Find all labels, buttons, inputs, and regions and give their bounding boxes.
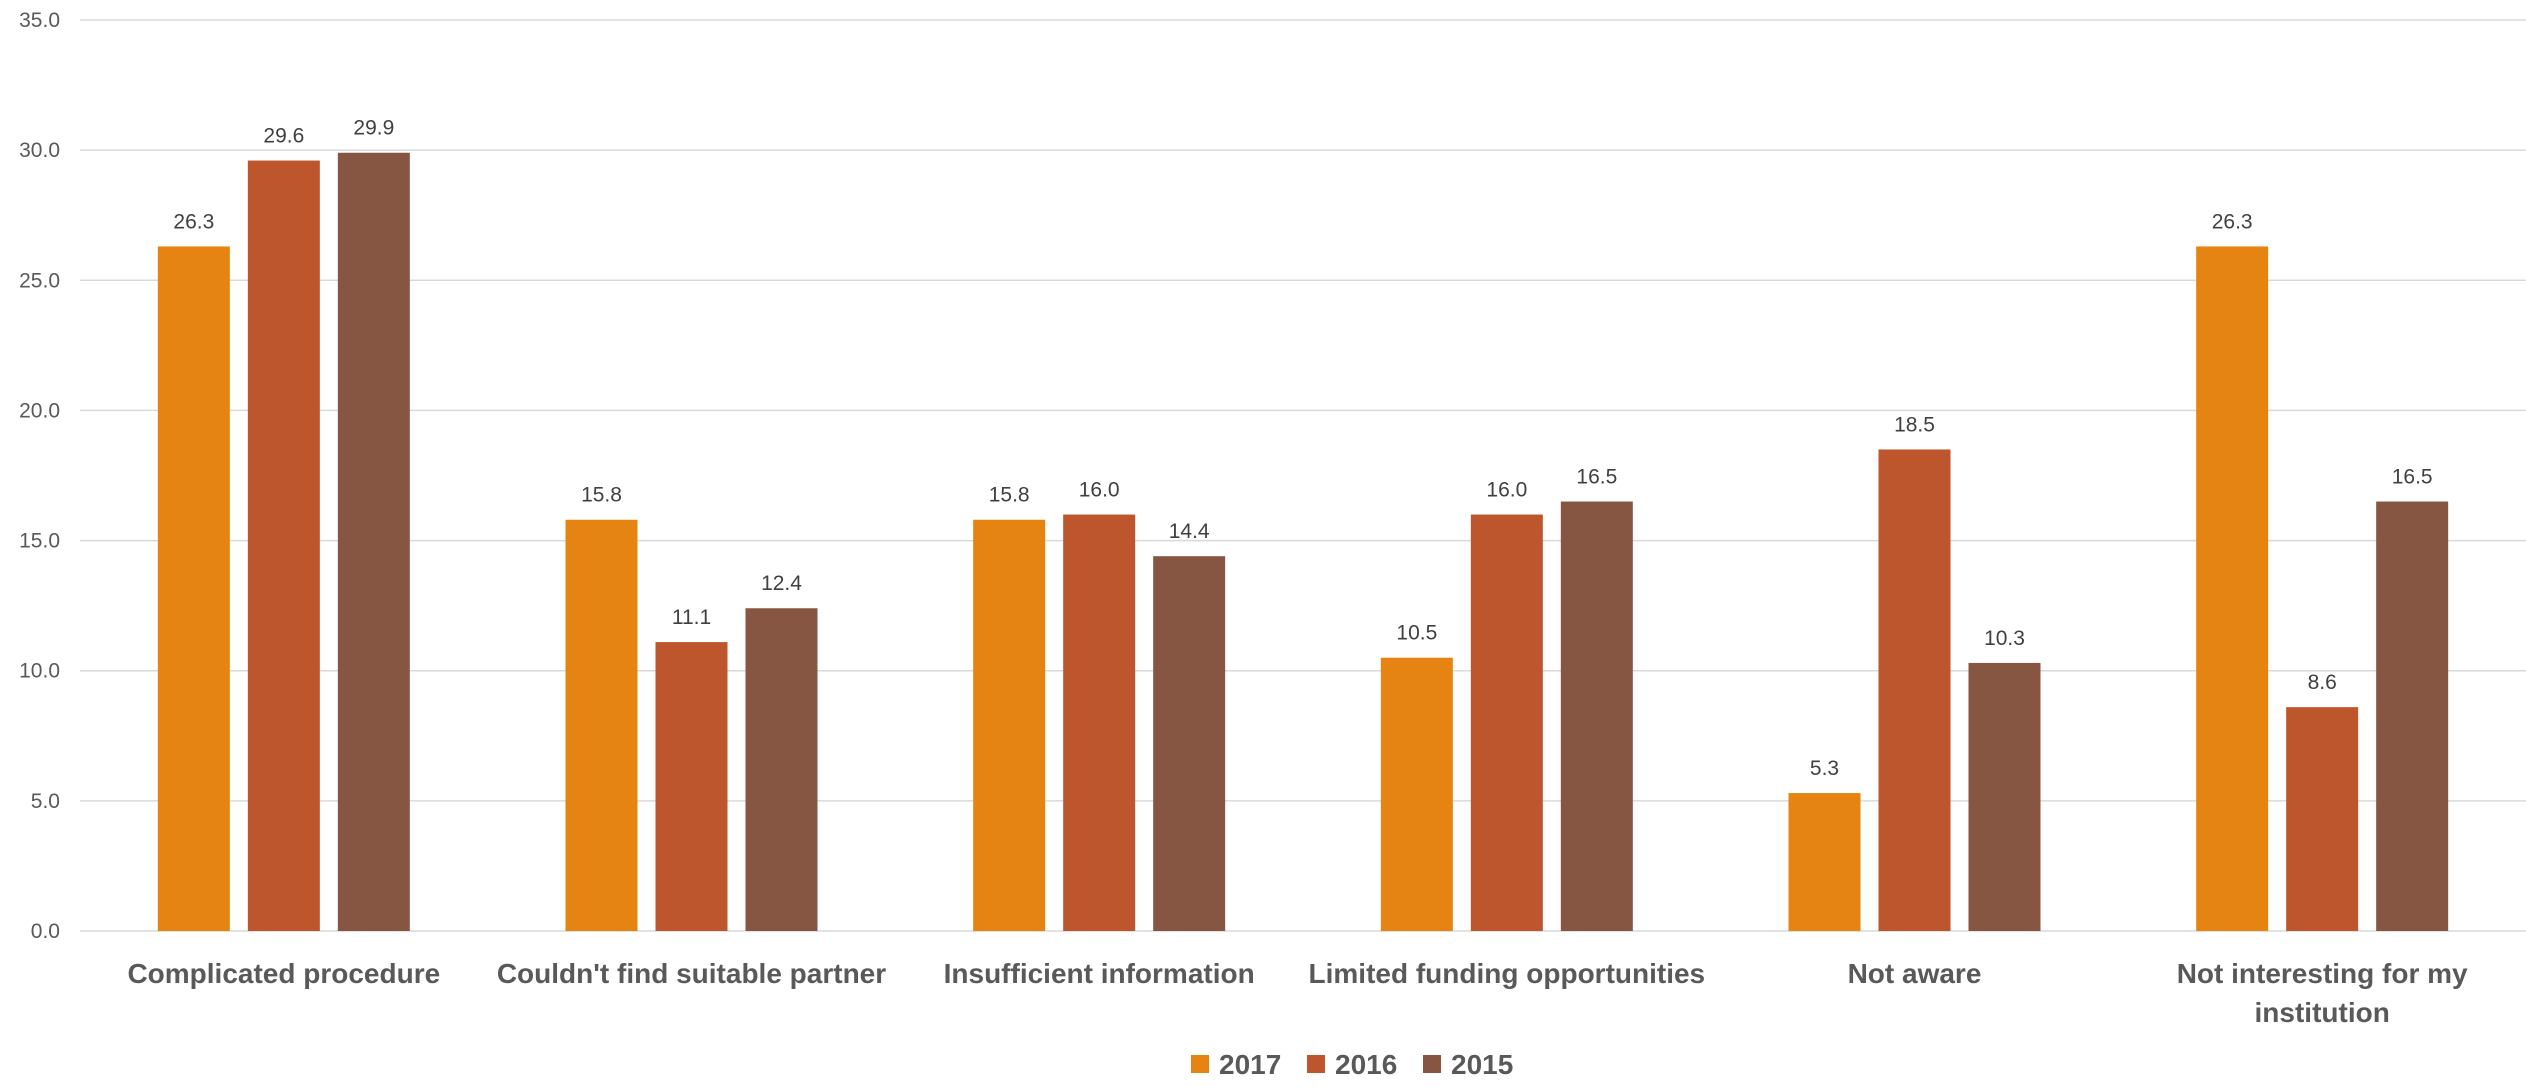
legend-swatch-2015 — [1423, 1055, 1441, 1073]
data-label: 26.3 — [173, 210, 214, 233]
data-label: 16.5 — [2392, 466, 2433, 489]
category-label: Couldn't find suitable partner — [497, 958, 886, 989]
bar-2016 — [2286, 707, 2359, 931]
bar-2016 — [655, 642, 728, 931]
bar-2015 — [2376, 501, 2449, 931]
bars — [157, 152, 2449, 931]
data-label: 15.8 — [989, 484, 1030, 507]
legend-label: 2015 — [1451, 1049, 1513, 1080]
bar-2016 — [1470, 514, 1543, 931]
bar-2016 — [247, 160, 320, 931]
bar-2015 — [1560, 501, 1633, 931]
legend-swatch-2017 — [1191, 1055, 1209, 1073]
category-labels: Complicated procedure Couldn't find suita… — [127, 958, 2468, 1028]
legend-label: 2017 — [1219, 1049, 1281, 1080]
y-tick-label: 30.0 — [19, 139, 60, 162]
data-label: 16.0 — [1486, 479, 1527, 502]
bar-2016 — [1063, 514, 1136, 931]
data-label: 16.0 — [1079, 479, 1120, 502]
category-label: Not aware — [1848, 958, 1982, 989]
bar-2015 — [337, 152, 410, 931]
bar-2015 — [1153, 556, 1226, 931]
y-tick-label: 5.0 — [31, 790, 60, 813]
bar-2017 — [157, 246, 230, 931]
bar-2017 — [1380, 657, 1453, 931]
y-axis-ticks: 0.0 5.0 10.0 15.0 20.0 25.0 30.0 35.0 — [19, 9, 60, 943]
category-label: Insufficient information — [944, 958, 1255, 989]
bar-2017 — [565, 519, 638, 931]
data-label: 15.8 — [581, 484, 622, 507]
data-label: 8.6 — [2308, 671, 2337, 694]
data-label: 16.5 — [1576, 466, 1617, 489]
legend-swatch-2016 — [1307, 1055, 1325, 1073]
category-label: Not interesting for my — [2177, 958, 2468, 989]
y-tick-label: 15.0 — [19, 530, 60, 553]
category-label: Complicated procedure — [127, 958, 440, 989]
data-label: 26.3 — [2212, 210, 2253, 233]
data-label: 29.6 — [263, 125, 304, 148]
y-tick-label: 35.0 — [19, 9, 60, 32]
bar-2015 — [1968, 662, 2041, 931]
data-label: 10.3 — [1984, 627, 2025, 650]
data-label: 29.9 — [353, 117, 394, 140]
legend: 2017 2016 2015 — [1191, 1049, 1513, 1080]
data-label: 12.4 — [761, 572, 802, 595]
gridlines — [80, 19, 2526, 932]
data-label: 14.4 — [1169, 520, 1210, 543]
y-tick-label: 25.0 — [19, 269, 60, 292]
category-label: institution — [2255, 997, 2390, 1028]
bar-2017 — [1788, 793, 1861, 931]
y-tick-label: 10.0 — [19, 660, 60, 683]
data-label: 10.5 — [1396, 622, 1437, 645]
data-labels: 26.3 29.6 29.9 15.8 11.1 12.4 15.8 16.0 14.4 10.5… — [173, 117, 2432, 780]
bar-2016 — [1878, 449, 1951, 931]
data-label: 5.3 — [1810, 757, 1839, 780]
y-tick-label: 0.0 — [31, 920, 60, 943]
legend-label: 2016 — [1335, 1049, 1397, 1080]
data-label: 18.5 — [1894, 413, 1935, 436]
bar-2015 — [745, 608, 818, 931]
bar-2017 — [973, 519, 1046, 931]
data-label: 11.1 — [672, 606, 711, 629]
y-tick-label: 20.0 — [19, 399, 60, 422]
category-label: Limited funding opportunities — [1309, 958, 1706, 989]
bar-2017 — [2196, 246, 2269, 931]
